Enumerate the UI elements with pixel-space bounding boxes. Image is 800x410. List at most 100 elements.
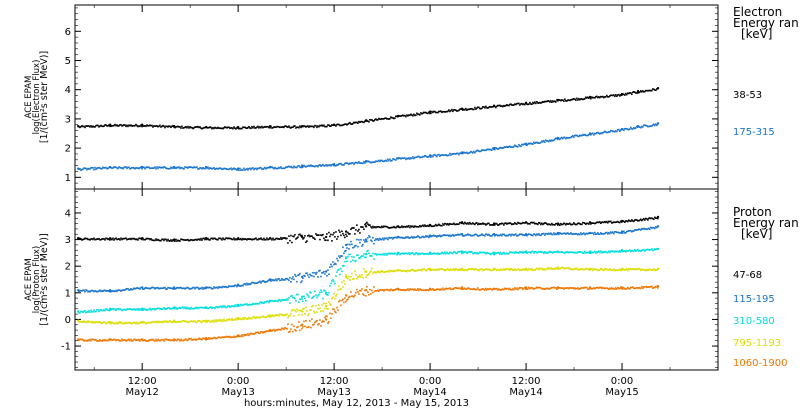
data-point xyxy=(416,225,418,228)
data-point xyxy=(137,339,139,342)
data-point xyxy=(434,252,436,255)
data-point xyxy=(622,288,624,290)
data-point xyxy=(450,251,452,254)
data-point xyxy=(84,126,86,129)
data-point xyxy=(381,253,383,256)
data-point xyxy=(198,306,200,309)
data-point xyxy=(163,166,165,168)
data-point xyxy=(99,238,101,241)
data-point xyxy=(396,251,400,255)
data-point xyxy=(520,222,522,225)
data-point xyxy=(428,289,430,292)
data-point xyxy=(148,287,150,290)
data-point xyxy=(425,269,427,272)
data-point xyxy=(635,287,637,290)
data-point xyxy=(333,164,335,167)
data-point xyxy=(329,266,331,268)
data-point xyxy=(139,288,141,290)
data-point xyxy=(300,324,302,327)
data-point xyxy=(163,125,165,128)
data-point xyxy=(441,268,443,270)
x-tick-label-date: May14 xyxy=(413,387,446,398)
data-point xyxy=(309,235,311,238)
data-point xyxy=(368,252,370,255)
data-point xyxy=(125,288,127,290)
data-point xyxy=(96,309,98,311)
data-point xyxy=(524,251,526,253)
data-point xyxy=(92,289,94,292)
data-point xyxy=(212,337,214,340)
data-point xyxy=(325,315,327,318)
data-point xyxy=(545,139,547,141)
data-point xyxy=(219,336,221,339)
data-point xyxy=(467,287,469,289)
data-point xyxy=(351,272,353,275)
data-point xyxy=(495,106,497,109)
data-point xyxy=(245,284,247,286)
data-point xyxy=(150,338,152,341)
data-point xyxy=(211,307,213,309)
data-point xyxy=(136,339,138,341)
data-point xyxy=(152,126,154,128)
data-point xyxy=(221,127,223,130)
data-point xyxy=(328,164,330,167)
data-point xyxy=(76,310,80,313)
data-point xyxy=(339,273,341,276)
data-point xyxy=(470,108,472,110)
data-point xyxy=(278,299,280,301)
data-point xyxy=(291,241,293,244)
data-point xyxy=(332,296,334,299)
data-point xyxy=(201,321,203,324)
data-point xyxy=(272,126,274,129)
data-point xyxy=(391,289,393,291)
data-point xyxy=(326,233,328,235)
data-point xyxy=(192,339,194,341)
data-point xyxy=(184,239,186,241)
data-point xyxy=(268,165,272,169)
data-point xyxy=(285,166,287,168)
data-point xyxy=(649,89,651,92)
data-point xyxy=(416,236,418,238)
data-point xyxy=(588,132,592,135)
data-point xyxy=(273,328,275,331)
data-point xyxy=(643,268,645,271)
data-point xyxy=(171,287,173,289)
data-point xyxy=(234,319,236,321)
data-point xyxy=(595,222,597,224)
data-point xyxy=(412,225,414,227)
data-point xyxy=(402,237,404,239)
data-point xyxy=(484,252,486,254)
data-point xyxy=(473,252,475,255)
data-point xyxy=(128,289,130,291)
data-point xyxy=(392,238,394,240)
data-point xyxy=(354,233,356,235)
data-point xyxy=(306,293,308,295)
data-point xyxy=(643,90,645,93)
data-point xyxy=(265,238,267,241)
data-point xyxy=(220,127,222,130)
data-point xyxy=(579,98,581,101)
data-point xyxy=(276,329,278,332)
data-point xyxy=(154,166,156,168)
data-point xyxy=(541,222,543,225)
data-point xyxy=(201,338,203,341)
data-point xyxy=(624,94,626,96)
data-point xyxy=(162,287,164,290)
data-point xyxy=(464,287,466,290)
data-point xyxy=(180,307,182,310)
data-point xyxy=(331,280,333,282)
data-point xyxy=(351,256,353,258)
data-point xyxy=(424,111,426,114)
data-point xyxy=(189,308,191,310)
data-point xyxy=(291,126,293,129)
data-point xyxy=(468,223,470,225)
data-point xyxy=(411,157,413,160)
data-point xyxy=(149,238,151,241)
data-point xyxy=(251,125,253,128)
data-point xyxy=(625,220,627,222)
data-point xyxy=(82,321,84,323)
data-point xyxy=(512,251,514,254)
data-point xyxy=(180,338,182,341)
data-point xyxy=(514,233,516,236)
data-point xyxy=(300,275,304,279)
